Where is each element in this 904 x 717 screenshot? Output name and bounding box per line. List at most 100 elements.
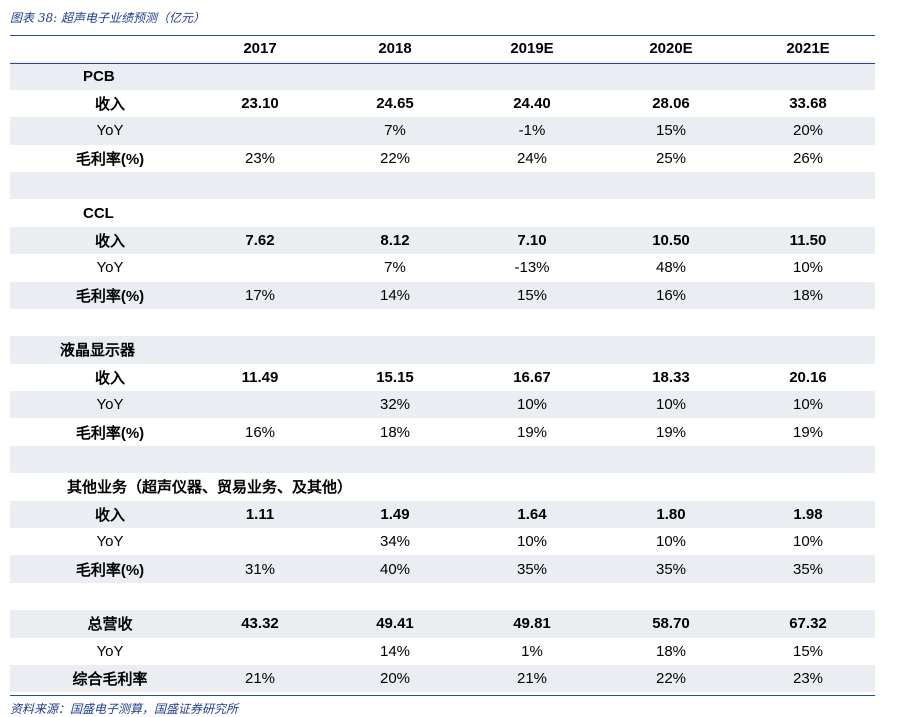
section-row: CCL bbox=[10, 199, 875, 226]
value-cell: 22% bbox=[379, 149, 411, 167]
value-cell: 11.50 bbox=[789, 231, 827, 249]
value-cell: 24.40 bbox=[513, 94, 551, 112]
row-label: YoY bbox=[96, 396, 124, 414]
spacer-row bbox=[10, 583, 875, 610]
top-rule bbox=[10, 35, 875, 36]
value-cell: 14% bbox=[379, 286, 411, 304]
value-cell: 14% bbox=[379, 642, 411, 660]
header-year: 2018 bbox=[378, 40, 412, 58]
value-cell: 10% bbox=[516, 396, 548, 414]
row-label: YoY bbox=[96, 533, 124, 551]
value-cell: 40% bbox=[379, 560, 411, 578]
value-cell: 7% bbox=[384, 259, 406, 277]
value-cell: 20% bbox=[379, 670, 411, 688]
section-label: PCB bbox=[83, 67, 115, 85]
table-row: 毛利率(%) 23% 22% 24% 25% 26% bbox=[10, 145, 875, 172]
row-label: 收入 bbox=[94, 95, 125, 113]
value-cell: -1% bbox=[518, 122, 546, 140]
row-label: YoY bbox=[96, 642, 124, 660]
value-cell: 1.98 bbox=[793, 505, 823, 523]
header-rule bbox=[10, 63, 875, 64]
value-cell: 35% bbox=[655, 560, 687, 578]
value-cell: 18% bbox=[655, 642, 687, 660]
value-cell: 10.50 bbox=[652, 231, 690, 249]
table-row: YoY 14% 1% 18% 15% bbox=[10, 638, 875, 665]
figure-caption: 图表 38: 超声电子业绩预测（亿元） bbox=[10, 11, 205, 25]
value-cell: 7.62 bbox=[245, 231, 275, 249]
value-cell: 26% bbox=[792, 149, 824, 167]
value-cell: 34% bbox=[379, 533, 411, 551]
section-label: 液晶显示器 bbox=[60, 342, 136, 360]
value-cell: 48% bbox=[655, 259, 687, 277]
value-cell: 24% bbox=[516, 149, 548, 167]
table-row: 总营收 43.32 49.41 49.81 58.70 67.32 bbox=[10, 610, 875, 638]
row-label: 毛利率(%) bbox=[75, 424, 145, 442]
section-row: 其他业务（超声仪器、贸易业务、及其他） bbox=[10, 473, 875, 500]
value-cell: 15.15 bbox=[376, 368, 414, 386]
section-label: CCL bbox=[83, 204, 114, 222]
value-cell: 15% bbox=[516, 286, 548, 304]
value-cell: 33.68 bbox=[789, 94, 827, 112]
value-cell: 8.12 bbox=[380, 231, 410, 249]
value-cell: 23.10 bbox=[241, 94, 279, 112]
forecast-table: 2017 2018 2019E 2020E 2021E PCB 收入 23.10 24… bbox=[10, 35, 875, 693]
value-cell: 1.64 bbox=[517, 505, 547, 523]
value-cell: 15% bbox=[655, 122, 687, 140]
value-cell: 1.49 bbox=[380, 505, 410, 523]
value-cell: 32% bbox=[379, 396, 411, 414]
value-cell: 18% bbox=[379, 423, 411, 441]
value-cell bbox=[205, 391, 315, 418]
value-cell: 1.11 bbox=[245, 505, 275, 523]
value-cell: 10% bbox=[655, 396, 687, 414]
table-row: 毛利率(%) 16% 18% 19% 19% 19% bbox=[10, 418, 875, 445]
value-cell: 7.10 bbox=[517, 231, 547, 249]
header-row: 2017 2018 2019E 2020E 2021E bbox=[10, 35, 875, 62]
value-cell: 23% bbox=[792, 670, 824, 688]
value-cell: 1.80 bbox=[656, 505, 686, 523]
spacer-row bbox=[10, 309, 875, 336]
value-cell: 1% bbox=[521, 642, 543, 660]
value-cell: 10% bbox=[792, 533, 824, 551]
value-cell: 35% bbox=[792, 560, 824, 578]
header-year: 2019E bbox=[510, 40, 554, 58]
value-cell: 18% bbox=[792, 286, 824, 304]
value-cell: 10% bbox=[792, 396, 824, 414]
value-cell bbox=[205, 254, 315, 281]
value-cell: 23% bbox=[244, 149, 276, 167]
section-label: 其他业务（超声仪器、贸易业务、及其他） bbox=[67, 479, 353, 497]
source-note: 资料来源：国盛电子测算，国盛证券研究所 bbox=[10, 702, 239, 716]
row-label: 收入 bbox=[94, 232, 125, 250]
row-label: 毛利率(%) bbox=[75, 287, 145, 305]
spacer-row bbox=[10, 445, 875, 474]
value-cell: 22% bbox=[655, 670, 687, 688]
table-row: 收入 23.10 24.65 24.40 28.06 33.68 bbox=[10, 90, 875, 117]
value-cell bbox=[205, 528, 315, 555]
table-row: YoY 7% -1% 15% 20% bbox=[10, 117, 875, 145]
section-row: 液晶显示器 bbox=[10, 336, 875, 364]
table-row: YoY 34% 10% 10% 10% bbox=[10, 528, 875, 555]
table-row: YoY 7% -13% 48% 10% bbox=[10, 254, 875, 281]
table-row: 收入 7.62 8.12 7.10 10.50 11.50 bbox=[10, 226, 875, 255]
value-cell: 67.32 bbox=[789, 615, 827, 633]
value-cell: 19% bbox=[516, 423, 548, 441]
spacer-row bbox=[10, 171, 875, 200]
value-cell: 58.70 bbox=[652, 615, 690, 633]
header-year: 2021E bbox=[786, 40, 830, 58]
value-cell: 20.16 bbox=[789, 368, 827, 386]
value-cell: 28.06 bbox=[652, 94, 690, 112]
table-row: YoY 32% 10% 10% 10% bbox=[10, 391, 875, 419]
value-cell: 21% bbox=[244, 670, 276, 688]
table-row: 收入 11.49 15.15 16.67 18.33 20.16 bbox=[10, 364, 875, 391]
row-label: 毛利率(%) bbox=[75, 150, 145, 168]
value-cell: 20% bbox=[792, 122, 824, 140]
value-cell: 16% bbox=[655, 286, 687, 304]
row-label: 收入 bbox=[94, 369, 125, 387]
table-row: 综合毛利率 21% 20% 21% 22% 23% bbox=[10, 664, 875, 693]
value-cell: 15% bbox=[792, 642, 824, 660]
value-cell bbox=[205, 638, 315, 665]
table-row: 毛利率(%) 31% 40% 35% 35% 35% bbox=[10, 555, 875, 583]
table-row: 收入 1.11 1.49 1.64 1.80 1.98 bbox=[10, 500, 875, 529]
value-cell bbox=[205, 117, 315, 144]
value-cell: 11.49 bbox=[241, 368, 279, 386]
row-label: YoY bbox=[96, 259, 124, 277]
